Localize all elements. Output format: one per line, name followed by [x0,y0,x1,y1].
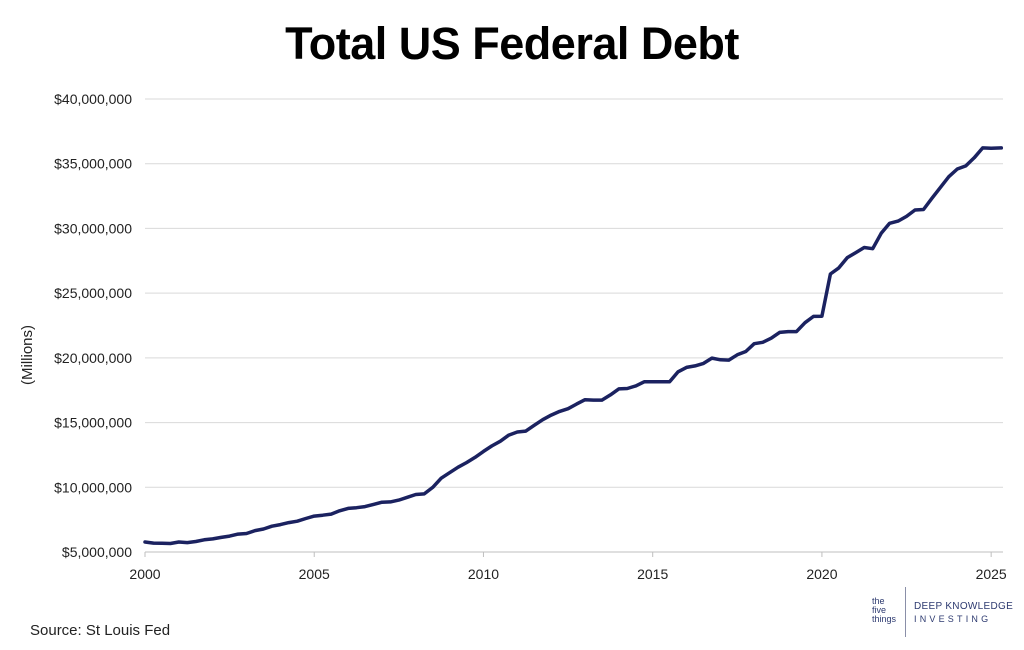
logo-divider [905,587,906,637]
gridlines [145,98,1003,488]
x-tick-label: 2005 [299,566,330,582]
five-things-logo: the five things [872,596,897,624]
source-note: Source: St Louis Fed [30,622,171,639]
y-tick-label: $20,000,000 [54,350,132,366]
x-tick-label: 2025 [976,566,1007,582]
y-tick-label: $10,000,000 [54,479,132,495]
y-tick-label: $30,000,000 [54,220,132,236]
x-tick-label: 2000 [129,566,160,582]
chart-title: Total US Federal Debt [285,18,739,69]
axes [144,551,1003,557]
logo-text-line1: DEEP KNOWLEDGE [914,601,1014,612]
x-tick-label: 2015 [637,566,668,582]
x-tick-label: 2010 [468,566,499,582]
brand-logo: the five things DEEP KNOWLEDGE INVESTING [872,587,1022,637]
series-line [143,146,1004,546]
y-tick-labels: $5,000,000 $10,000,000 $15,000,000 $20,000,… [54,91,132,560]
series-layer [143,146,1004,546]
y-tick-label: $40,000,000 [54,91,132,107]
y-tick-label: $25,000,000 [54,285,132,301]
y-tick-label: $35,000,000 [54,156,132,172]
y-tick-label: $5,000,000 [62,544,132,560]
x-tick-label: 2020 [806,566,837,582]
x-tick-labels: 2000 2005 2010 2015 2020 2025 [129,566,1007,582]
logo-text-line2: INVESTING [914,614,992,624]
y-axis-label: (Millions) [19,325,36,385]
y-tick-label: $15,000,000 [54,415,132,431]
